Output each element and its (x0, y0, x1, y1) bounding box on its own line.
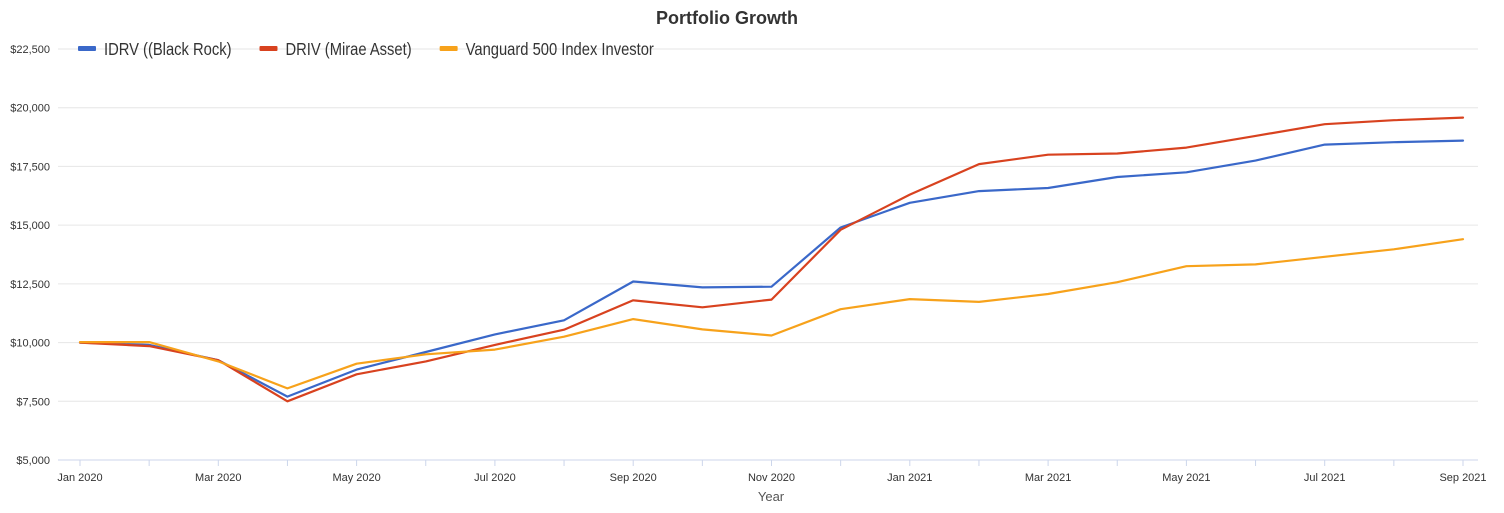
x-tick-label: Jan 2020 (57, 472, 102, 484)
x-tick-label: Sep 2021 (1439, 472, 1486, 484)
x-tick-label: Jul 2021 (1304, 472, 1346, 484)
legend-swatch (78, 46, 96, 51)
series-line (78, 139, 1465, 398)
y-tick-label: $15,000 (10, 220, 50, 232)
legend-item[interactable]: DRIV (Mirae Asset) (259, 40, 412, 60)
legend-label: Vanguard 500 Index Investor (466, 40, 655, 60)
x-tick-label: May 2020 (332, 472, 380, 484)
y-tick-label: $17,500 (10, 161, 50, 173)
y-tick-label: $12,500 (10, 279, 50, 291)
y-tick-label: $7,500 (16, 396, 50, 408)
legend-label: DRIV (Mirae Asset) (286, 40, 412, 60)
y-tick-label: $10,000 (10, 338, 50, 350)
x-tick-label: Nov 2020 (748, 472, 795, 484)
series-line (78, 116, 1465, 403)
x-tick-label: Jul 2020 (474, 472, 516, 484)
chart-title: Portfolio Growth (656, 8, 798, 28)
x-tick-label: Sep 2020 (610, 472, 657, 484)
x-axis-tick-labels: Jan 2020 Mar 2020 May 2020 Jul 2020 Sep 2020… (57, 460, 1487, 484)
y-tick-label: $5,000 (16, 455, 50, 467)
legend-item[interactable]: Vanguard 500 Index Investor (439, 40, 655, 60)
legend-item[interactable]: IDRV ((Black Rock) (78, 40, 232, 60)
gridlines (58, 48, 1478, 461)
y-axis-tick-labels: $5,000 $7,500 $10,000 $12,500 $15,000 $17,500… (10, 44, 50, 467)
series-line (78, 238, 1465, 390)
x-tick-label: Mar 2020 (195, 472, 241, 484)
y-tick-label: $22,500 (10, 44, 50, 56)
x-tick-label: Mar 2021 (1025, 472, 1071, 484)
x-tick-label: Jan 2021 (887, 472, 932, 484)
x-tick-label: May 2021 (1162, 472, 1210, 484)
legend: IDRV ((Black Rock) DRIV (Mirae Asset) Vang… (78, 40, 655, 60)
legend-swatch (439, 46, 458, 51)
y-tick-label: $20,000 (10, 103, 50, 115)
legend-swatch (259, 46, 278, 51)
series-lines (78, 116, 1465, 403)
legend-label: IDRV ((Black Rock) (104, 40, 232, 60)
x-axis-title: Year (758, 489, 785, 504)
